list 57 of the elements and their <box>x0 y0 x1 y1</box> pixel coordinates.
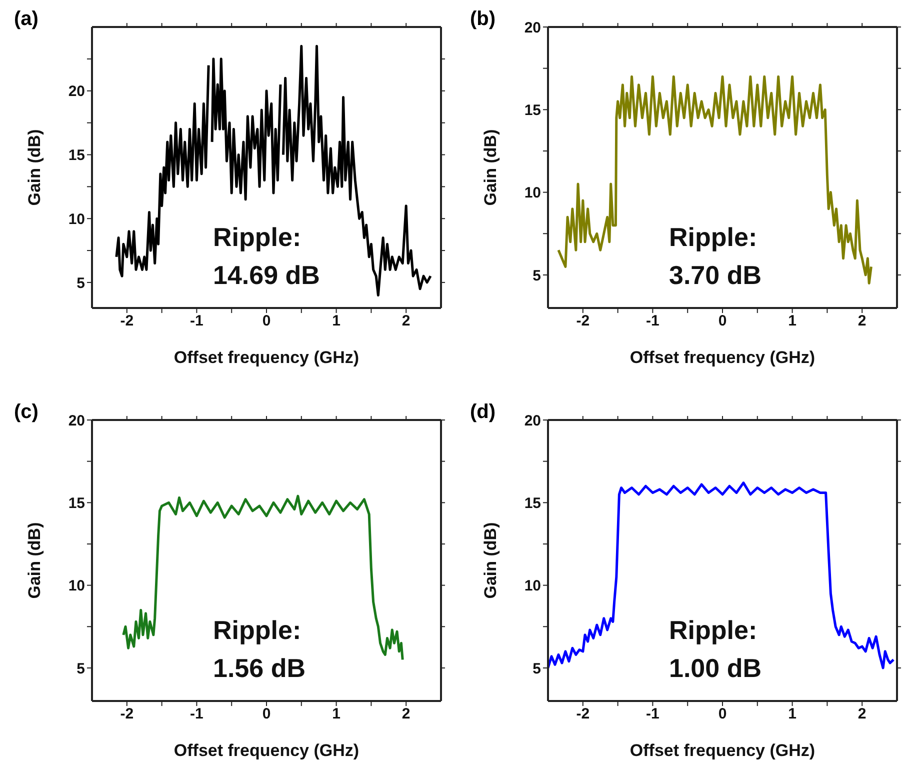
y-tick-label: 20 <box>68 83 85 100</box>
x-tick-label: -1 <box>646 706 660 723</box>
line-series <box>557 75 872 284</box>
x-tick-label: -1 <box>190 312 204 330</box>
x-tick-label: 2 <box>858 706 866 723</box>
x-tick-label: 2 <box>402 706 410 723</box>
x-tick-label: -2 <box>120 706 134 723</box>
x-axis-title: Offset frequency (GHz) <box>630 741 816 760</box>
x-tick-label: 1 <box>332 706 340 723</box>
y-axis-title: Gain (dB) <box>25 522 44 599</box>
x-axis-title: Offset frequency (GHz) <box>174 741 360 760</box>
annotation: Ripple: <box>213 221 302 254</box>
x-axis-title: Offset frequency (GHz) <box>174 348 360 367</box>
x-tick-label: -2 <box>576 312 590 330</box>
y-axis-title: Gain (dB) <box>481 522 500 599</box>
y-tick-label: 5 <box>532 660 541 678</box>
annotation: Ripple: <box>213 614 302 647</box>
annotation: 14.69 dB <box>213 259 320 292</box>
x-tick-label: 1 <box>788 706 796 723</box>
annotation: Ripple: <box>669 221 758 254</box>
y-tick-label: 15 <box>524 494 541 512</box>
y-tick-label: 10 <box>68 578 85 595</box>
x-tick-label: 1 <box>332 312 340 330</box>
x-tick-label: 0 <box>262 706 271 723</box>
annotation: 1.56 dB <box>213 652 306 685</box>
annotation: 3.70 dB <box>669 259 762 292</box>
chart-title: (a) <box>14 8 38 31</box>
y-tick-label: 20 <box>68 412 85 430</box>
x-axis-title: Offset frequency (GHz) <box>630 348 816 367</box>
y-axis-title: Gain (dB) <box>481 129 500 206</box>
y-tick-label: 5 <box>76 660 85 678</box>
x-tick-label: 1 <box>788 312 796 330</box>
x-tick-label: 0 <box>718 706 727 723</box>
x-tick-label: 0 <box>718 312 727 330</box>
annotation: 1.00 dB <box>669 652 762 685</box>
x-tick-label: -1 <box>190 706 204 723</box>
annotation: Ripple: <box>669 614 758 647</box>
y-tick-label: 10 <box>68 210 85 228</box>
y-tick-label: 5 <box>532 267 541 284</box>
y-tick-label: 20 <box>524 412 541 430</box>
x-tick-label: 2 <box>402 312 410 330</box>
y-axis-title: Gain (dB) <box>25 129 44 206</box>
x-tick-label: -2 <box>120 312 134 330</box>
y-tick-label: 15 <box>68 147 85 164</box>
chart-title: (c) <box>14 401 38 424</box>
y-tick-label: 15 <box>68 494 85 512</box>
x-tick-label: 2 <box>858 312 866 330</box>
x-tick-label: -1 <box>646 312 660 330</box>
x-tick-label: -2 <box>576 706 590 723</box>
chart-title: (d) <box>470 401 496 424</box>
y-tick-label: 10 <box>524 578 541 595</box>
y-tick-label: 10 <box>524 184 541 202</box>
y-tick-label: 5 <box>76 274 85 292</box>
x-tick-label: 0 <box>262 312 271 330</box>
y-tick-label: 15 <box>524 102 541 119</box>
y-tick-label: 20 <box>524 19 541 36</box>
chart-title: (b) <box>470 8 496 31</box>
